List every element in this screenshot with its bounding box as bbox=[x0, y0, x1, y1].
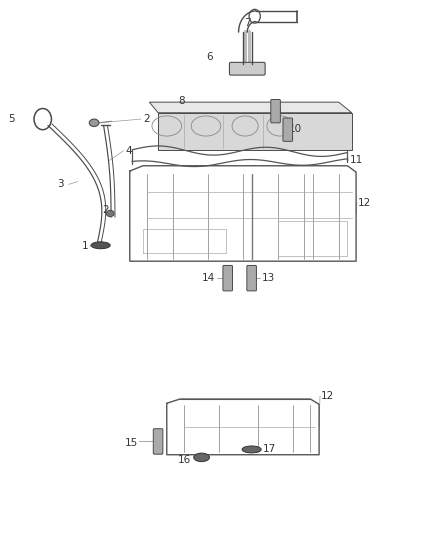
Text: 17: 17 bbox=[262, 445, 276, 455]
FancyBboxPatch shape bbox=[230, 62, 265, 75]
Text: 8: 8 bbox=[179, 96, 185, 106]
FancyBboxPatch shape bbox=[247, 265, 256, 291]
Ellipse shape bbox=[194, 453, 209, 462]
Ellipse shape bbox=[106, 211, 114, 216]
Ellipse shape bbox=[89, 119, 99, 126]
Text: 12: 12 bbox=[321, 391, 335, 401]
Text: 4: 4 bbox=[125, 146, 132, 156]
Text: 6: 6 bbox=[206, 52, 213, 62]
Ellipse shape bbox=[242, 446, 261, 453]
Text: 10: 10 bbox=[289, 124, 302, 134]
Text: 15: 15 bbox=[124, 438, 138, 448]
Text: 13: 13 bbox=[261, 273, 275, 283]
Text: 2: 2 bbox=[102, 205, 110, 215]
Ellipse shape bbox=[91, 242, 110, 249]
Text: 5: 5 bbox=[8, 114, 14, 124]
Polygon shape bbox=[149, 102, 352, 113]
Text: 2: 2 bbox=[143, 114, 149, 124]
Polygon shape bbox=[158, 113, 352, 150]
Text: 3: 3 bbox=[57, 179, 64, 189]
FancyBboxPatch shape bbox=[283, 118, 293, 141]
Text: 7: 7 bbox=[244, 18, 251, 28]
FancyBboxPatch shape bbox=[223, 265, 233, 291]
Text: 14: 14 bbox=[202, 273, 215, 283]
Text: 11: 11 bbox=[350, 156, 363, 165]
Text: 12: 12 bbox=[358, 198, 371, 208]
FancyBboxPatch shape bbox=[153, 429, 163, 454]
Text: 16: 16 bbox=[177, 455, 191, 464]
Text: 9: 9 bbox=[275, 107, 281, 117]
FancyBboxPatch shape bbox=[271, 100, 280, 123]
Text: 1: 1 bbox=[82, 241, 88, 252]
